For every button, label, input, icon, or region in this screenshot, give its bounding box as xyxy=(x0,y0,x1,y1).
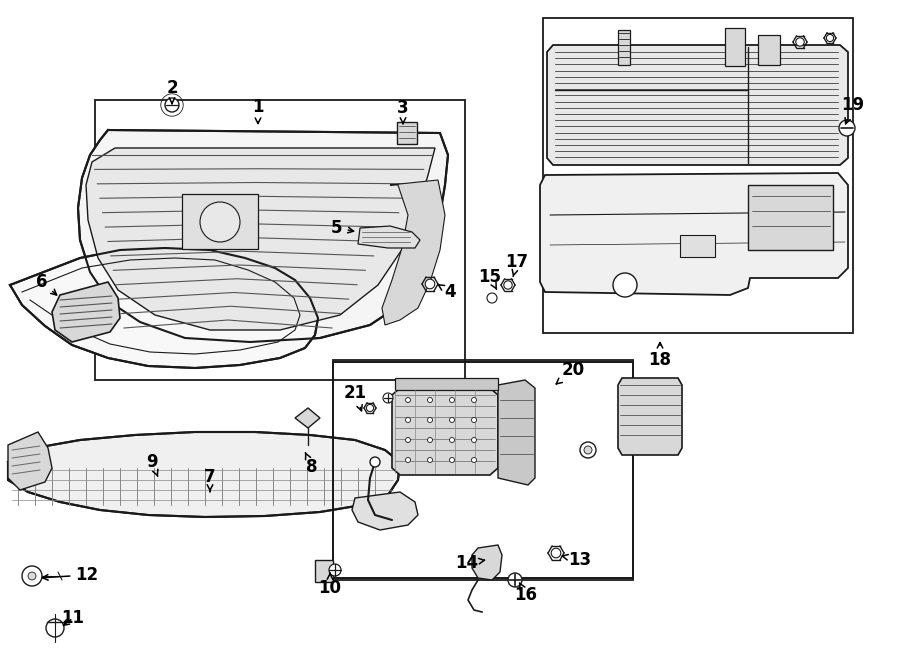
Circle shape xyxy=(28,572,36,580)
Polygon shape xyxy=(8,432,400,517)
Polygon shape xyxy=(547,45,848,165)
Polygon shape xyxy=(10,248,318,368)
Text: 15: 15 xyxy=(479,268,501,289)
Text: 20: 20 xyxy=(556,361,585,384)
Text: 2: 2 xyxy=(166,79,178,103)
Bar xyxy=(543,18,853,333)
Text: 21: 21 xyxy=(344,384,366,411)
Circle shape xyxy=(406,457,410,463)
Circle shape xyxy=(428,418,433,422)
Circle shape xyxy=(46,619,64,637)
Circle shape xyxy=(383,393,393,403)
Circle shape xyxy=(425,279,435,289)
Text: 16: 16 xyxy=(515,583,537,604)
Bar xyxy=(333,360,633,580)
Polygon shape xyxy=(8,432,52,490)
Text: 3: 3 xyxy=(397,99,409,123)
Circle shape xyxy=(504,281,512,289)
Text: 9: 9 xyxy=(146,453,158,477)
Text: 1: 1 xyxy=(252,98,264,124)
Circle shape xyxy=(449,418,454,422)
Circle shape xyxy=(472,418,476,422)
Text: 8: 8 xyxy=(305,453,318,476)
Circle shape xyxy=(449,438,454,442)
Polygon shape xyxy=(498,380,535,485)
Bar xyxy=(397,122,417,144)
Circle shape xyxy=(584,446,592,454)
Text: 17: 17 xyxy=(506,253,528,277)
Circle shape xyxy=(406,418,410,422)
Circle shape xyxy=(487,293,497,303)
Polygon shape xyxy=(382,180,445,325)
Circle shape xyxy=(580,442,596,458)
Circle shape xyxy=(472,397,476,402)
Bar xyxy=(725,28,745,66)
Circle shape xyxy=(613,273,637,297)
Bar xyxy=(680,235,715,257)
Circle shape xyxy=(428,457,433,463)
Circle shape xyxy=(508,573,522,587)
Bar xyxy=(748,185,833,250)
Text: 14: 14 xyxy=(455,554,484,572)
Text: 4: 4 xyxy=(438,283,455,301)
Circle shape xyxy=(551,548,561,558)
Text: 12: 12 xyxy=(42,566,99,584)
Circle shape xyxy=(428,397,433,402)
Polygon shape xyxy=(472,545,502,580)
Circle shape xyxy=(200,202,240,242)
Text: 19: 19 xyxy=(842,96,865,124)
Circle shape xyxy=(406,397,410,402)
Circle shape xyxy=(406,438,410,442)
Circle shape xyxy=(366,404,373,412)
Text: 11: 11 xyxy=(61,609,85,627)
Polygon shape xyxy=(618,378,682,455)
Polygon shape xyxy=(78,130,448,342)
Circle shape xyxy=(370,457,380,467)
Text: 7: 7 xyxy=(204,468,216,492)
Text: 13: 13 xyxy=(562,551,591,569)
Circle shape xyxy=(826,34,833,42)
Polygon shape xyxy=(295,408,320,428)
Circle shape xyxy=(472,457,476,463)
Polygon shape xyxy=(352,492,418,530)
Text: 10: 10 xyxy=(319,573,341,597)
Polygon shape xyxy=(52,282,120,342)
Circle shape xyxy=(165,98,179,112)
Polygon shape xyxy=(392,388,498,475)
Circle shape xyxy=(22,566,42,586)
Circle shape xyxy=(329,564,341,576)
Polygon shape xyxy=(358,226,420,248)
Bar xyxy=(758,35,780,65)
Text: 6: 6 xyxy=(36,273,57,295)
Bar xyxy=(315,560,333,582)
Circle shape xyxy=(796,38,805,46)
Circle shape xyxy=(449,397,454,402)
Circle shape xyxy=(449,457,454,463)
Circle shape xyxy=(472,438,476,442)
Bar xyxy=(618,30,630,65)
Bar xyxy=(95,100,465,380)
Circle shape xyxy=(839,120,855,136)
Polygon shape xyxy=(540,173,848,295)
Polygon shape xyxy=(86,148,435,330)
Bar xyxy=(182,194,258,249)
Text: 18: 18 xyxy=(649,342,671,369)
Circle shape xyxy=(428,438,433,442)
Text: 5: 5 xyxy=(331,219,354,237)
Polygon shape xyxy=(395,378,498,390)
